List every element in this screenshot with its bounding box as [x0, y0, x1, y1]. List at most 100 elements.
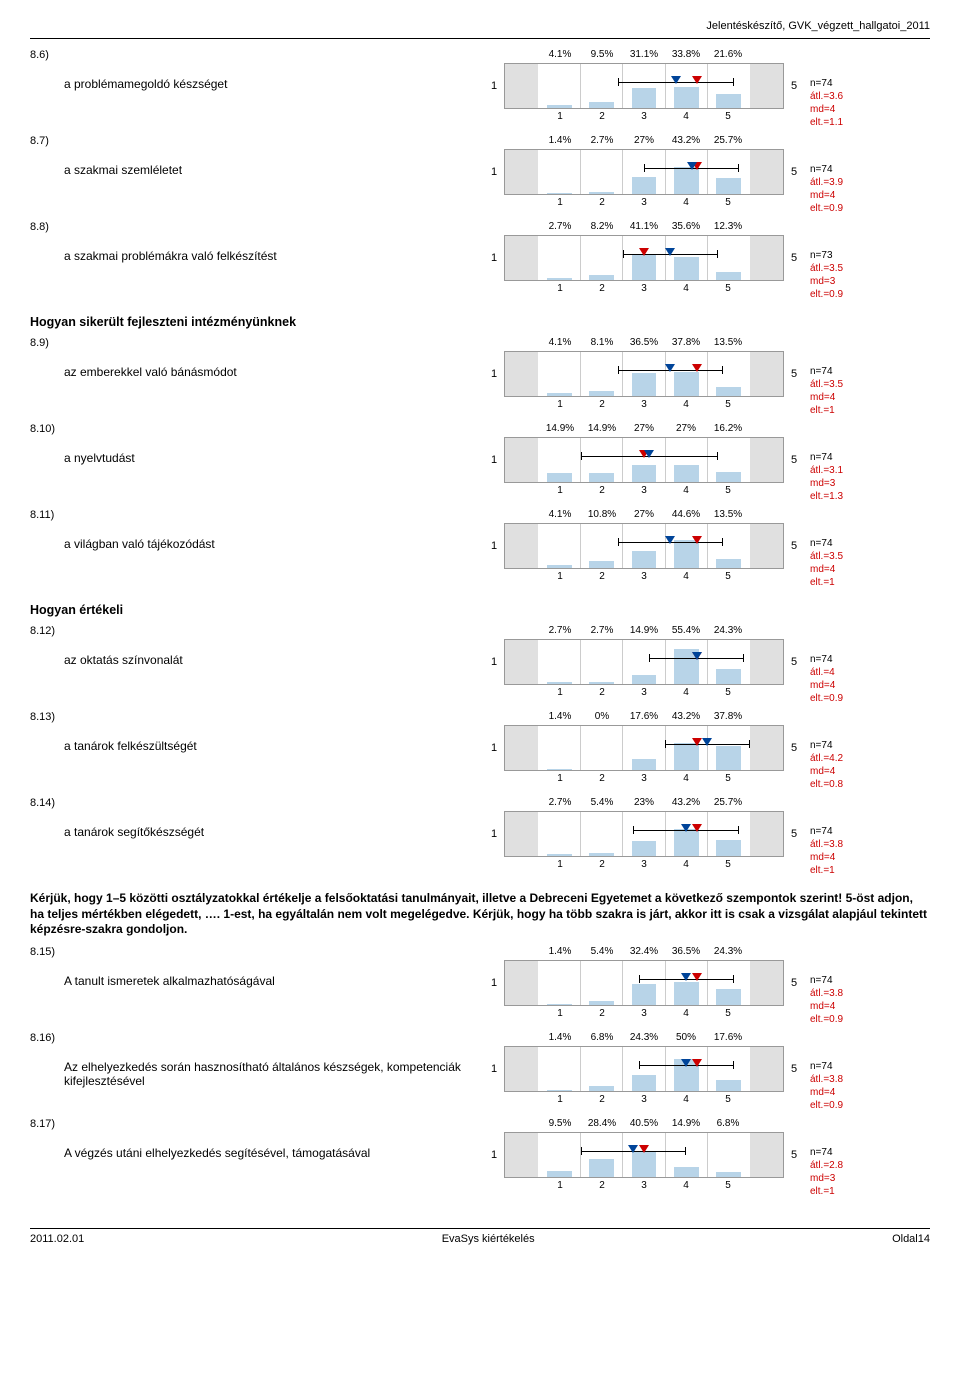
stat-n: n=74: [810, 825, 894, 838]
axis-label: 4: [665, 111, 707, 122]
percent-label: 14.9%: [539, 423, 581, 434]
median-marker: [692, 824, 702, 832]
bar: [547, 393, 572, 396]
footer-center: EvaSys kiértékelés: [442, 1233, 535, 1245]
stats-cell: n=74átl.=3.1md=3elt.=1.3: [804, 423, 894, 503]
percent-label: 14.9%: [581, 423, 623, 434]
stat-md: md=4: [810, 851, 894, 864]
question-text: a nyelvtudást: [64, 423, 484, 465]
scale-left: 1: [484, 166, 504, 178]
bar-slot: [665, 150, 707, 194]
mean-marker: [692, 652, 702, 660]
axis-label: 5: [707, 111, 749, 122]
axis-label: 5: [707, 571, 749, 582]
axis-label: 5: [707, 399, 749, 410]
stat-md: md=3: [810, 275, 894, 288]
bar-slot: [665, 812, 707, 856]
percent-label: 1.4%: [539, 946, 581, 957]
axis-label: 4: [665, 283, 707, 294]
stat-n: n=74: [810, 1146, 894, 1159]
percent-label: 1.4%: [539, 1032, 581, 1043]
chart-wrap: 15: [484, 1131, 804, 1179]
stat-md: md=4: [810, 563, 894, 576]
bar-slot: [622, 812, 664, 856]
bar-slot: [622, 726, 664, 770]
bar-slot: [707, 438, 749, 482]
bar-slot: [580, 64, 622, 108]
bar-slot: [538, 961, 579, 1005]
axis-label: 1: [539, 1094, 581, 1105]
axis-label: 4: [665, 1008, 707, 1019]
question-number: 8.17): [30, 1118, 64, 1130]
axis-label: 4: [665, 773, 707, 784]
axis-label: 3: [623, 1008, 665, 1019]
question-row: 8.15)A tanult ismeretek alkalmazhatóságá…: [30, 946, 930, 1026]
median-marker: [692, 536, 702, 544]
axis-label: 4: [665, 1094, 707, 1105]
bar-area: [538, 64, 749, 108]
mean-marker: [644, 450, 654, 458]
bar-slot: [580, 1047, 622, 1091]
bar: [632, 984, 657, 1005]
bar-slot: [580, 640, 622, 684]
question-text: a tanárok segítőkészségét: [64, 797, 484, 839]
bar: [547, 769, 572, 770]
bar-area: [538, 150, 749, 194]
bar-slot: [707, 1047, 749, 1091]
stat-atl: átl.=3.1: [810, 464, 894, 477]
axis-label: 5: [707, 1180, 749, 1191]
percent-label: 24.3%: [623, 1032, 665, 1043]
scale-left: 1: [484, 80, 504, 92]
question-text: az oktatás színvonalát: [64, 625, 484, 667]
percent-label: 28.4%: [581, 1118, 623, 1129]
stat-atl: átl.=3.8: [810, 838, 894, 851]
question-text: a szakmai szemléletet: [64, 135, 484, 177]
scale-right: 5: [784, 1149, 804, 1161]
chart-box: [504, 149, 784, 195]
percent-label: 27%: [623, 509, 665, 520]
question-row: 8.13)a tanárok felkészültségét1.4%0%17.6…: [30, 711, 930, 791]
bar: [547, 854, 572, 856]
axis-label: 1: [539, 687, 581, 698]
percent-row: 4.1%8.1%36.5%37.8%13.5%: [484, 337, 804, 348]
chart-cell: 4.1%8.1%36.5%37.8%13.5%1512345: [484, 337, 804, 410]
mean-marker: [681, 824, 691, 832]
bar: [716, 840, 741, 856]
stat-elt: elt.=1: [810, 864, 894, 877]
bar: [716, 387, 741, 396]
bar-slot: [622, 352, 664, 396]
percent-label: 2.7%: [539, 625, 581, 636]
bar-slot: [622, 524, 664, 568]
axis-row: 12345: [484, 1180, 804, 1191]
percent-label: 44.6%: [665, 509, 707, 520]
percent-label: 9.5%: [581, 49, 623, 60]
percent-label: 24.3%: [707, 946, 749, 957]
question-number: 8.6): [30, 49, 64, 61]
stat-atl: átl.=4.2: [810, 752, 894, 765]
stat-elt: elt.=0.9: [810, 202, 894, 215]
bar-area: [538, 524, 749, 568]
instructions-text: Kérjük, hogy 1–5 közötti osztályzatokkal…: [30, 891, 930, 938]
bar: [716, 1080, 741, 1091]
axis-label: 2: [581, 399, 623, 410]
percent-label: 31.1%: [623, 49, 665, 60]
percent-label: 40.5%: [623, 1118, 665, 1129]
axis-label: 1: [539, 773, 581, 784]
axis-label: 1: [539, 571, 581, 582]
mean-marker: [665, 364, 675, 372]
question-row: 8.17)A végzés utáni elhelyezkedés segíté…: [30, 1118, 930, 1198]
bar: [716, 746, 741, 770]
bar-slot: [622, 640, 664, 684]
stat-atl: átl.=3.9: [810, 176, 894, 189]
bar-slot: [538, 812, 579, 856]
bar: [547, 193, 572, 194]
question-row: 8.14)a tanárok segítőkészségét2.7%5.4%23…: [30, 797, 930, 877]
bar: [547, 473, 572, 482]
stats-cell: n=74átl.=2.8md=3elt.=1: [804, 1118, 894, 1198]
stat-md: md=4: [810, 1086, 894, 1099]
percent-label: 4.1%: [539, 337, 581, 348]
question-number: 8.16): [30, 1032, 64, 1044]
percent-label: 23%: [623, 797, 665, 808]
percent-label: 2.7%: [581, 135, 623, 146]
stat-md: md=3: [810, 1172, 894, 1185]
